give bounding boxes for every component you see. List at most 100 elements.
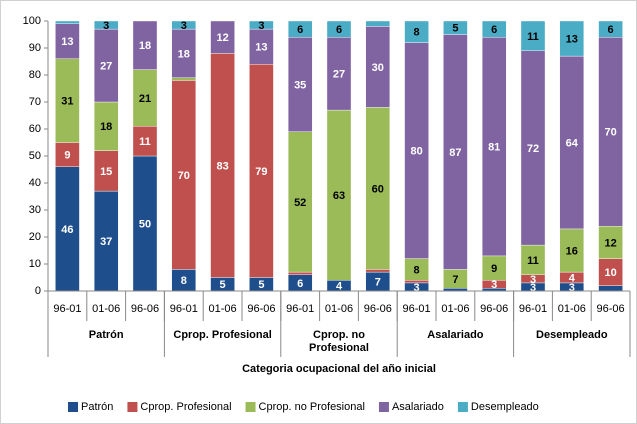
data-label: 13 (566, 33, 578, 45)
bar-segment (93, 20, 119, 30)
y-tick-label: 40 (29, 177, 41, 189)
data-label: 3 (530, 282, 536, 294)
data-label: 8 (181, 275, 187, 287)
bar-segment (55, 20, 80, 24)
bar-segment (132, 126, 158, 157)
bar-segment (326, 37, 352, 111)
bar-segment (326, 109, 352, 281)
data-label: 50 (139, 218, 151, 230)
bar-segment (326, 20, 352, 38)
data-label: 46 (61, 224, 73, 236)
bar-segment (404, 42, 429, 259)
data-label: 5 (258, 279, 264, 291)
x-tick-label: 96-06 (597, 303, 625, 315)
y-tick-label: 50 (29, 150, 41, 162)
x-tick-label: 96-06 (247, 303, 275, 315)
data-label: 81 (488, 141, 500, 153)
bar-segment (55, 23, 80, 59)
data-label: 8 (414, 27, 420, 39)
data-label: 11 (139, 136, 151, 148)
data-label: 63 (333, 190, 345, 202)
legend-label: Cprop. no Profesional (259, 401, 365, 413)
data-label: 70 (178, 170, 190, 182)
data-label: 3 (414, 282, 420, 294)
bar-segment (132, 155, 158, 292)
group-label: Desempleado (536, 329, 608, 341)
bar-segment (520, 50, 546, 246)
data-label: 27 (100, 60, 112, 72)
x-tick-label: 01-06 (209, 303, 237, 315)
data-label: 8 (414, 264, 420, 276)
bar-segment (598, 285, 623, 292)
y-tick-label: 80 (29, 69, 41, 81)
group-label: Asalariado (427, 329, 484, 341)
bar-segment (287, 131, 313, 273)
x-tick-label: 01-06 (92, 303, 120, 315)
bar-segment (559, 55, 585, 230)
bar-segment (249, 20, 274, 30)
bar-segment (93, 28, 119, 103)
data-label: 6 (297, 278, 303, 290)
data-label: 10 (604, 267, 616, 279)
x-tick-label: 01-06 (558, 303, 586, 315)
bar-segment (287, 20, 313, 38)
bar-segment (287, 271, 313, 276)
bar-segment (171, 77, 197, 81)
data-label: 6 (336, 24, 342, 36)
bar-segment (132, 20, 158, 70)
group-label: Patrón (88, 329, 124, 341)
data-label: 13 (255, 42, 267, 54)
bar-segment (93, 101, 119, 151)
bar-segment (598, 258, 623, 286)
group-label: Cprop. no Profesional (309, 329, 369, 354)
data-label: 7 (375, 276, 381, 288)
data-label: 16 (566, 245, 578, 257)
bar-segment (520, 20, 546, 51)
data-label: 15 (100, 166, 112, 178)
data-label: 79 (255, 166, 267, 178)
x-tick-label: 96-06 (364, 303, 392, 315)
data-label: 21 (139, 93, 151, 105)
data-label: 12 (604, 237, 616, 249)
legend-swatch (68, 402, 78, 412)
bar-segment (171, 28, 197, 78)
x-tick-label: 01-06 (325, 303, 353, 315)
bar-segment (287, 37, 313, 132)
bar-segment (365, 20, 391, 27)
data-label: 7 (452, 274, 458, 286)
data-label: 18 (139, 40, 151, 52)
data-label: 80 (410, 146, 422, 158)
data-label: 6 (608, 24, 614, 36)
x-tick-label: 96-01 (286, 303, 314, 315)
data-label: 72 (527, 143, 539, 155)
data-label: 37 (100, 236, 112, 248)
legend-label: Desempleado (471, 401, 539, 413)
bar-segment (365, 26, 391, 108)
legend-swatch (245, 402, 256, 412)
data-label: 18 (100, 121, 112, 133)
y-tick-label: 60 (29, 123, 41, 135)
data-label: 3 (530, 274, 536, 286)
bar-segment (210, 53, 235, 278)
x-tick-label: 96-06 (480, 303, 508, 315)
legend-swatch (378, 402, 389, 412)
legend-label: Patrón (81, 401, 113, 413)
data-label: 3 (491, 279, 497, 291)
data-label: 70 (604, 127, 616, 139)
y-tick-label: 10 (29, 258, 41, 270)
bar-segment (249, 63, 274, 278)
data-label: 64 (566, 137, 579, 149)
y-tick-label: 0 (35, 285, 41, 297)
y-tick-label: 20 (29, 231, 41, 243)
group-label: Cprop. Profesional (173, 329, 272, 341)
bar-segment (171, 20, 197, 30)
bar-segment (559, 20, 585, 57)
x-tick-label: 96-01 (519, 303, 547, 315)
data-label: 18 (178, 48, 190, 60)
data-label: 12 (216, 32, 228, 44)
data-label: 35 (294, 79, 306, 91)
legend-swatch (127, 402, 138, 412)
x-tick-label: 96-06 (131, 303, 159, 315)
